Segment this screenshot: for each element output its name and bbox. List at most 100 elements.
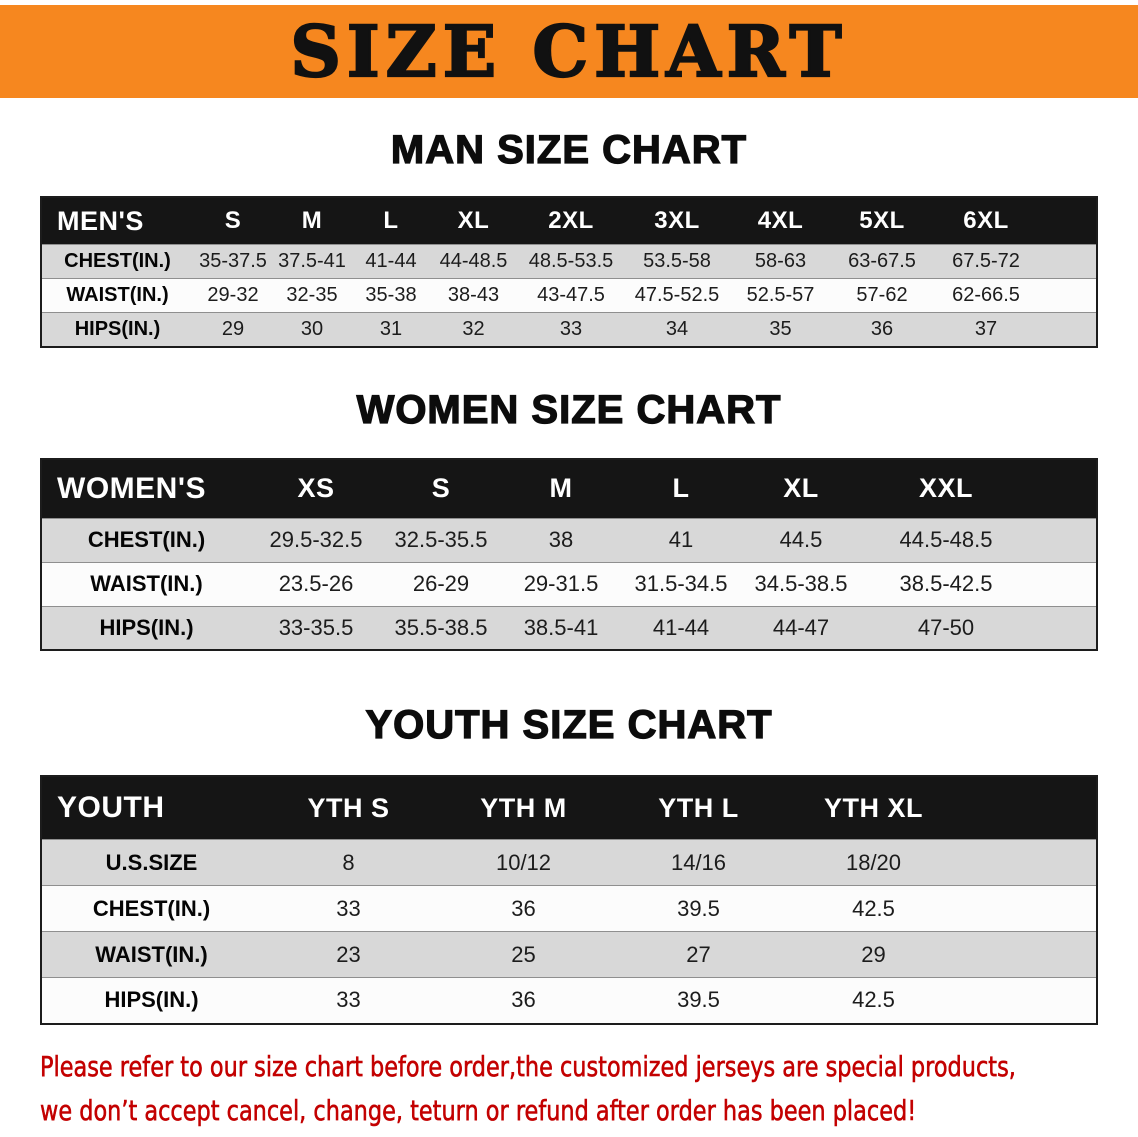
women-size-table: WOMEN'S XS S M L XL XXL CHEST(IN.) 29.5-32.5 32.5… xyxy=(40,457,1098,651)
size-value-cell: 33 xyxy=(336,895,361,921)
banner: SIZE CHART xyxy=(0,5,1138,98)
size-value-cell: 35-38 xyxy=(365,284,417,306)
size-value-cell: 63-67.5 xyxy=(848,250,916,272)
size-value-cell: 29-32 xyxy=(207,284,259,306)
size-value-cell: 32 xyxy=(462,317,485,340)
size-value-cell: 41 xyxy=(668,527,694,552)
filler-cell xyxy=(961,978,1097,1024)
size-value-cell: 31.5-34.5 xyxy=(634,571,728,596)
size-chart-page: SIZE CHART MAN SIZE CHART MEN'S S M L XL 2XL 3… xyxy=(0,5,1138,1137)
measurement-row: CHEST(IN.) 35-37.5 37.5-41 41-44 44-48.5 48.5… xyxy=(41,244,1097,279)
size-value-cell: 23.5-26 xyxy=(278,571,354,596)
size-value-cell: 31 xyxy=(379,317,403,340)
size-value-cell: 25 xyxy=(511,941,536,967)
filler-cell xyxy=(1041,197,1097,245)
measurement-label: CHEST(IN.) xyxy=(87,527,206,552)
size-value-cell: 38-43 xyxy=(447,284,500,306)
size-value-cell: 34 xyxy=(665,317,689,340)
measurement-label: WAIST(IN.) xyxy=(95,941,208,967)
measurement-row: HIPS(IN.) 33-35.5 35.5-38.5 38.5-41 41-44 44-… xyxy=(41,606,1097,650)
size-value-cell: 38.5-42.5 xyxy=(899,571,993,596)
filler-cell xyxy=(1041,313,1097,347)
size-value-cell: 47.5-52.5 xyxy=(634,284,720,306)
size-value-cell: 39.5 xyxy=(677,895,720,921)
size-value-cell: 67.5-72 xyxy=(952,250,1020,272)
size-value-cell: 42.5 xyxy=(852,895,895,921)
size-value-cell: 34.5-38.5 xyxy=(754,571,848,596)
size-value-cell: 33 xyxy=(336,987,361,1013)
measurement-row: HIPS(IN.) 33 36 39.5 42.5 xyxy=(41,977,1097,1024)
size-column-header: S xyxy=(193,197,273,245)
filler-cell xyxy=(1041,245,1097,279)
measurement-label: CHEST(IN.) xyxy=(92,895,211,921)
size-value-cell: 48.5-53.5 xyxy=(528,250,614,272)
filler-cell xyxy=(961,776,1097,840)
notice-line-1: Please refer to our size chart before or… xyxy=(40,1049,1016,1083)
size-value-cell: 41-44 xyxy=(365,250,417,272)
size-column-header: 2XL xyxy=(516,197,626,245)
size-value-cell: 18/20 xyxy=(845,849,902,875)
size-value-cell: 39.5 xyxy=(677,987,720,1013)
measurement-row: WAIST(IN.) 23.5-26 26-29 29-31.5 31.5-34.5 34… xyxy=(41,562,1097,606)
table-header-row: WOMEN'S XS S M L XL XXL xyxy=(41,458,1097,518)
size-value-cell: 38.5-41 xyxy=(523,614,599,640)
table-corner-label: YOUTH xyxy=(41,776,261,840)
measurement-row: WAIST(IN.) 23 25 27 29 xyxy=(41,931,1097,978)
size-value-cell: 44.5-48.5 xyxy=(899,527,993,552)
measurement-label: CHEST(IN.) xyxy=(64,250,171,272)
size-value-cell: 29 xyxy=(861,941,886,967)
size-value-cell: 38 xyxy=(548,527,574,552)
size-column-header: XS xyxy=(251,458,381,518)
size-value-cell: 30 xyxy=(300,317,324,340)
size-column-header: M xyxy=(501,458,621,518)
size-column-header: 3XL xyxy=(626,197,728,245)
filler-cell xyxy=(1031,562,1097,606)
size-value-cell: 53.5-58 xyxy=(643,250,711,272)
measurement-row: HIPS(IN.) 29 30 31 32 33 34 35 36 37 xyxy=(41,312,1097,347)
size-value-cell: 36 xyxy=(511,987,536,1013)
size-value-cell: 35 xyxy=(769,317,792,340)
measurement-row: CHEST(IN.) 33 36 39.5 42.5 xyxy=(41,885,1097,932)
size-column-header: L xyxy=(621,458,741,518)
youth-size-table: YOUTH YTH S YTH M YTH L YTH XL U.S.SIZE 8 10/12… xyxy=(40,775,1098,1025)
order-notice: Please refer to our size chart before or… xyxy=(40,1045,1098,1133)
size-value-cell: 35.5-38.5 xyxy=(394,614,488,640)
size-value-cell: 44.5 xyxy=(779,527,823,552)
size-column-header: YTH S xyxy=(261,776,436,840)
men-size-table: MEN'S S M L XL 2XL 3XL 4XL 5XL 6XL CHEST(IN.) 35-37… xyxy=(40,196,1098,348)
size-column-header: YTH M xyxy=(436,776,611,840)
measurement-row: U.S.SIZE 8 10/12 14/16 18/20 xyxy=(41,839,1097,886)
size-value-cell: 35-37.5 xyxy=(199,250,267,272)
size-column-header: M xyxy=(273,197,351,245)
table-corner-label: MEN'S xyxy=(41,197,193,245)
size-value-cell: 36 xyxy=(511,895,536,921)
measurement-label: WAIST(IN.) xyxy=(66,284,169,306)
size-column-header: 4XL xyxy=(728,197,833,245)
size-value-cell: 10/12 xyxy=(495,849,552,875)
measurement-label: WAIST(IN.) xyxy=(90,571,203,596)
size-value-cell: 37 xyxy=(974,317,998,340)
size-value-cell: 33 xyxy=(559,317,583,340)
filler-cell xyxy=(1031,458,1097,518)
men-section-heading: MAN SIZE CHART xyxy=(390,127,748,172)
filler-cell xyxy=(961,886,1097,932)
size-value-cell: 33-35.5 xyxy=(278,614,354,640)
size-value-cell: 14/16 xyxy=(670,849,727,875)
table-header-row: YOUTH YTH S YTH M YTH L YTH XL xyxy=(41,776,1097,840)
measurement-label: HIPS(IN.) xyxy=(104,987,199,1013)
size-column-header: 6XL xyxy=(931,197,1041,245)
size-value-cell: 23 xyxy=(336,941,361,967)
size-value-cell: 26-29 xyxy=(412,571,470,596)
size-column-header: XL xyxy=(431,197,516,245)
size-value-cell: 62-66.5 xyxy=(952,284,1020,306)
table-corner-label: WOMEN'S xyxy=(41,458,251,518)
size-value-cell: 42.5 xyxy=(852,987,895,1013)
size-column-header: XL xyxy=(741,458,861,518)
measurement-label: HIPS(IN.) xyxy=(74,317,161,340)
women-size-section: WOMEN SIZE CHART WOMEN'S XS S M L XL XXL CHEST(… xyxy=(0,386,1138,651)
men-size-section: MAN SIZE CHART MEN'S S M L XL 2XL 3XL 4XL 5XL 6XL… xyxy=(0,126,1138,348)
youth-section-heading: YOUTH SIZE CHART xyxy=(365,702,773,747)
size-column-header: L xyxy=(351,197,431,245)
measurement-row: WAIST(IN.) 29-32 32-35 35-38 38-43 43-47.5 47.… xyxy=(41,278,1097,313)
size-value-cell: 29 xyxy=(221,317,245,340)
